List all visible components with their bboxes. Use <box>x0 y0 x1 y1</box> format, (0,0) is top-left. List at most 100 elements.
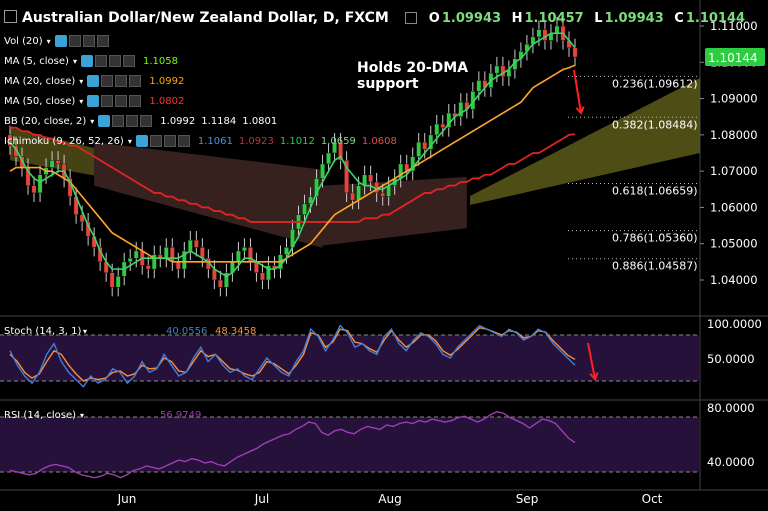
chevron-down-icon[interactable]: ▾ <box>79 96 84 106</box>
chevron-down-icon: ▾ <box>80 411 84 420</box>
candle-body <box>217 279 223 288</box>
candle-body <box>356 185 362 201</box>
indicator-value: 1.0659 <box>320 135 356 147</box>
candle-body <box>320 163 326 179</box>
candle-body <box>223 272 229 288</box>
stoch-k-value: 40.0556 <box>166 326 207 337</box>
chevron-down-icon[interactable]: ▾ <box>72 56 77 66</box>
indicator-row[interactable]: BB (20, close, 2) ▾ 1.0992 1.1184 1.0801 <box>4 113 277 129</box>
close-icon[interactable] <box>122 55 135 67</box>
chart-header: Australian Dollar/New Zealand Dollar, D,… <box>22 8 751 28</box>
chevron-down-icon[interactable]: ▾ <box>127 136 132 146</box>
settings-icon[interactable] <box>404 12 417 24</box>
candle-body <box>169 247 175 263</box>
collapse-icon[interactable] <box>4 10 17 23</box>
close-icon[interactable] <box>129 75 142 87</box>
ma5-line <box>9 32 576 278</box>
rsi-title: RSI (14, close) <box>4 410 76 421</box>
indicator-value: 1.0992 <box>160 115 196 127</box>
candle-body <box>380 192 386 197</box>
candle-body <box>434 123 440 136</box>
eye-icon[interactable] <box>135 135 148 147</box>
candle-body <box>241 247 247 252</box>
eye-icon[interactable] <box>98 115 111 127</box>
lock-icon[interactable] <box>163 135 176 147</box>
candle-body <box>151 254 157 270</box>
close-icon[interactable] <box>96 35 109 47</box>
x-tick-label: Sep <box>516 492 539 506</box>
symbol-title: Australian Dollar/New Zealand Dollar, D,… <box>22 10 389 26</box>
lock-icon[interactable] <box>126 115 139 127</box>
x-tick-label: Oct <box>642 492 663 506</box>
chevron-down-icon[interactable]: ▾ <box>79 76 84 86</box>
fib-label: 0.618(1.06659) <box>612 185 698 198</box>
candle-body <box>259 272 265 281</box>
lock-icon[interactable] <box>108 55 121 67</box>
indicator-name: MA (50, close) <box>4 95 76 107</box>
indicator-value: 1.1184 <box>201 115 237 127</box>
indicator-row[interactable]: MA (50, close) ▾ 1.0802 <box>4 93 184 109</box>
last-price-tag <box>705 48 765 67</box>
candle-body <box>338 141 344 161</box>
indicator-row[interactable]: Ichimoku (9, 26, 52, 26) ▾ 1.1061 1.0923 1.1… <box>4 133 397 149</box>
rsi-band <box>0 417 700 472</box>
eye-icon[interactable] <box>54 35 67 47</box>
candle-body <box>536 29 542 38</box>
candle-body <box>440 123 446 128</box>
annotation-text: Holds 20-DMA support <box>357 60 469 92</box>
gear-icon[interactable] <box>94 55 107 67</box>
indicator-row[interactable]: Vol (20) ▾ <box>4 33 111 49</box>
chevron-down-icon: ▾ <box>83 327 87 336</box>
ichimoku-cloud-projection <box>470 78 700 205</box>
y-tick-label: 1.07000 <box>710 164 758 178</box>
indicator-value: 1.1012 <box>279 135 315 147</box>
candle-body <box>332 141 338 154</box>
close-icon[interactable] <box>140 115 153 127</box>
candle-body <box>175 261 181 270</box>
candle-body <box>422 141 428 150</box>
stoch-k-line <box>9 324 576 388</box>
eye-icon[interactable] <box>87 75 100 87</box>
candle-body <box>368 174 374 183</box>
gear-icon[interactable] <box>149 135 162 147</box>
candle-body <box>326 152 332 165</box>
candle-body <box>127 257 133 263</box>
y-tick-label: 1.04000 <box>710 273 758 287</box>
gear-icon[interactable] <box>101 95 114 107</box>
indicator-row[interactable]: MA (20, close) ▾ 1.0992 <box>4 73 184 89</box>
close-icon[interactable] <box>129 95 142 107</box>
stoch-d-value: 48.3458 <box>215 326 256 337</box>
y-tick-label: 1.08000 <box>710 128 758 142</box>
candle-body <box>494 65 500 74</box>
candle-body <box>55 160 61 165</box>
eye-icon[interactable] <box>87 95 100 107</box>
candle-body <box>7 134 13 146</box>
y-tick-label: 1.09000 <box>710 92 758 106</box>
close-icon[interactable] <box>177 135 190 147</box>
stoch-y-label: 50.0000 <box>707 352 755 366</box>
x-tick-label: Aug <box>378 492 401 506</box>
candle-body <box>133 250 139 259</box>
gear-icon[interactable] <box>68 35 81 47</box>
gear-icon[interactable] <box>112 115 125 127</box>
lock-icon[interactable] <box>115 95 128 107</box>
candle-body <box>145 265 151 270</box>
y-tick-label: 1.05000 <box>710 237 758 251</box>
indicator-value: 1.1061 <box>197 135 233 147</box>
indicator-row[interactable]: MA (5, close) ▾ 1.1058 <box>4 53 178 69</box>
lock-icon[interactable] <box>115 75 128 87</box>
y-tick-label: 1.11000 <box>710 19 758 33</box>
lock-icon[interactable] <box>82 35 95 47</box>
fib-label: 0.236(1.09612) <box>612 77 698 90</box>
candle-body <box>476 80 482 92</box>
eye-icon[interactable] <box>80 55 93 67</box>
ohlc-readout: O 1.09943 H 1.10457 L 1.09943 C 1.10144 <box>428 10 746 26</box>
stoch-down-arrow <box>587 342 596 380</box>
candle-body <box>181 250 187 270</box>
candle-body <box>458 101 464 117</box>
gear-icon[interactable] <box>101 75 114 87</box>
stoch-y-label: 100.0000 <box>707 317 762 331</box>
candle-body <box>115 276 121 288</box>
chevron-down-icon[interactable]: ▾ <box>46 36 51 46</box>
chevron-down-icon[interactable]: ▾ <box>90 116 95 126</box>
